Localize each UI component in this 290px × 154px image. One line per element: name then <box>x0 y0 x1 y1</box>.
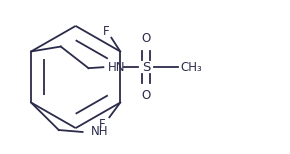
Text: O: O <box>141 32 151 45</box>
Text: NH: NH <box>90 126 108 138</box>
Text: O: O <box>141 89 151 102</box>
Text: HN: HN <box>108 61 126 74</box>
Text: F: F <box>103 25 110 38</box>
Text: S: S <box>142 61 150 74</box>
Text: CH₃: CH₃ <box>181 61 202 74</box>
Text: F: F <box>99 118 106 131</box>
